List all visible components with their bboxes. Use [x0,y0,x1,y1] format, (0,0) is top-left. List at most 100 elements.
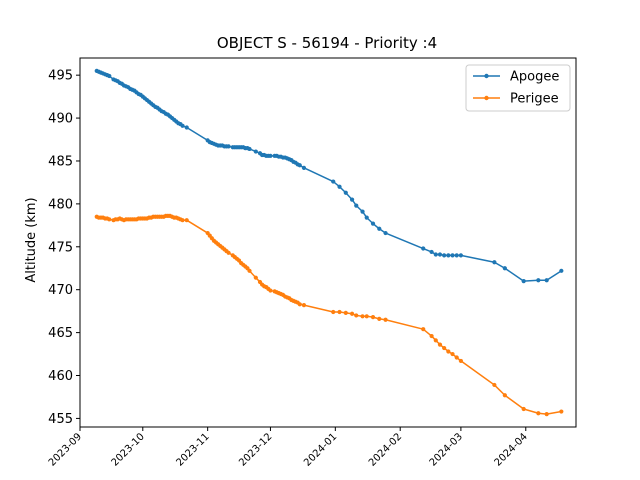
data-point [297,163,302,168]
data-point [337,184,342,189]
series-perigee [94,213,564,417]
data-point [226,250,231,255]
y-axis-label: Altitude (km) [24,197,39,282]
data-point [544,278,549,283]
series-line-perigee [96,215,562,415]
data-point [536,411,541,416]
data-point [354,313,359,318]
data-point [521,279,526,284]
data-point [331,309,336,315]
data-point [343,190,348,195]
y-tick-label: 490 [48,112,73,127]
x-tick-label: 2024-04 [493,431,530,468]
y-tick-label: 455 [48,412,73,427]
data-point [107,217,112,222]
data-point [433,338,438,343]
data-point [521,406,526,412]
data-point [454,355,459,360]
data-point [268,288,273,293]
data-point [421,327,426,332]
data-point [364,215,369,220]
data-point [442,253,447,258]
x-tick-label: 2023-10 [110,431,147,468]
data-point [349,197,355,202]
data-point [343,310,348,315]
data-point [429,249,434,255]
data-point [437,252,443,257]
y-tick-label: 470 [48,283,73,298]
legend-marker-perigee [484,95,489,101]
data-point [184,218,189,223]
data-point [433,252,438,257]
data-point [454,253,459,258]
data-point [536,278,541,283]
data-point [544,412,549,417]
data-point [450,253,455,258]
data-point [297,302,302,307]
data-point [383,230,388,236]
data-point [360,314,365,319]
data-point [301,303,307,308]
legend-label-apogee: Apogee [510,70,559,85]
data-point [429,333,434,339]
data-point [383,317,388,322]
x-tick-label: 2024-01 [302,431,339,468]
data-point [184,125,189,130]
y-tick-label: 485 [48,154,73,169]
data-point [180,218,185,223]
y-axis: 455 460 465 470 475 480 485 490 495 [48,69,80,427]
data-point [331,179,336,184]
data-point [446,349,451,354]
data-point [268,153,273,158]
data-point [446,253,451,258]
data-point [364,314,369,319]
data-point [559,268,564,273]
x-axis: 2023-09 2023-10 2023-11 2023-12 2024-01 2024-… [47,427,530,469]
data-point [360,209,365,214]
y-tick-label: 460 [48,369,73,384]
x-tick-label: 2023-11 [174,431,211,468]
plot-series [94,68,564,417]
data-point [180,123,185,128]
legend-marker-apogee [484,73,489,79]
data-point [253,149,258,154]
series-apogee [94,68,564,284]
x-tick-label: 2024-02 [367,431,404,468]
data-point [337,309,342,315]
data-point [301,165,307,170]
x-tick-label: 2024-03 [428,431,465,468]
data-point [458,253,463,258]
data-point [421,246,426,251]
data-point [450,351,455,357]
y-tick-label: 465 [48,326,73,341]
y-tick-label: 495 [48,69,73,84]
data-point [377,316,382,321]
data-point [437,342,443,347]
data-point [559,409,564,414]
x-tick-label: 2023-12 [237,431,274,468]
data-point [377,226,382,231]
data-point [492,260,497,265]
data-point [502,393,507,398]
data-point [247,146,252,152]
data-point [442,345,447,351]
y-tick-label: 480 [48,197,73,212]
x-tick-label: 2023-09 [47,431,84,468]
data-point [458,358,463,364]
data-point [502,266,507,271]
data-point [253,275,258,280]
data-point [247,268,252,273]
legend: Apogee Perigee [465,64,571,112]
y-tick-label: 475 [48,240,73,255]
data-point [354,203,359,208]
data-point [370,221,376,226]
data-point [492,382,497,388]
data-point [226,144,231,149]
chart-title: OBJECT S - 56194 - Priority :4 [217,34,437,52]
data-point [349,311,355,316]
legend-label-perigee: Perigee [510,92,559,107]
data-point [107,73,112,79]
plot-frame [79,57,577,428]
data-point [370,315,376,320]
